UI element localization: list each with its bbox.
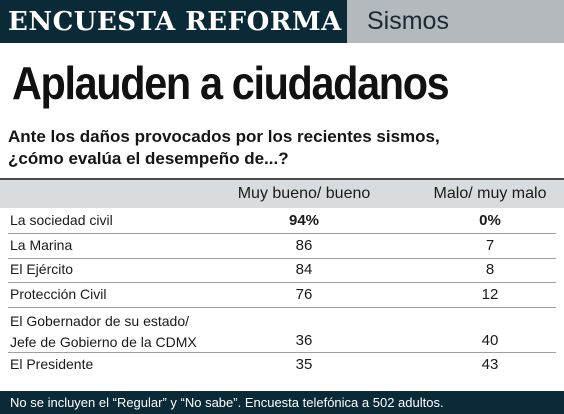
row-divider	[8, 307, 556, 308]
table-row: El Gobernador de su estado/Jefe de Gobie…	[0, 310, 564, 352]
survey-question: Ante los daños provocados por los recien…	[8, 126, 528, 170]
value-bad: 43	[481, 356, 499, 373]
value-bad: 12	[481, 286, 499, 303]
row-label: El Presidente	[10, 355, 93, 373]
brand-title: ENCUESTA REFORMA	[8, 6, 342, 37]
value-good: 94%	[288, 212, 320, 229]
value-good: 76	[295, 286, 313, 303]
table-top-rule	[0, 178, 564, 180]
value-good: 86	[295, 237, 313, 254]
question-line-1: Ante los daños provocados por los recien…	[8, 127, 440, 146]
row-label: La Marina	[10, 236, 72, 254]
value-bad: 0%	[479, 212, 501, 229]
row-label-line: El Ejército	[10, 261, 74, 277]
value-good: 36	[295, 332, 313, 349]
value-bad: 7	[485, 237, 495, 254]
value-bad: 40	[481, 332, 499, 349]
column-header-bad: Malo/ muy malo	[433, 185, 547, 202]
brand-block: ENCUESTA REFORMA	[0, 0, 347, 43]
row-label: El Ejército	[10, 260, 73, 278]
header-bar: ENCUESTA REFORMA Sismos	[0, 0, 564, 43]
row-label-line: El Gobernador de su estado/	[10, 313, 190, 329]
row-label-line: El Presidente	[10, 356, 94, 372]
row-divider	[8, 352, 556, 353]
footer-note: No se incluyen el “Regular” y “No sabe”.…	[10, 395, 444, 410]
value-good: 84	[295, 261, 313, 278]
row-divider	[8, 233, 556, 234]
row-label: La sociedad civil	[10, 211, 113, 229]
row-label: El Gobernador de su estado/Jefe de Gobie…	[10, 311, 197, 353]
table-header: Muy bueno/ bueno Malo/ muy malo	[0, 180, 564, 208]
row-label-line: La sociedad civil	[10, 212, 113, 228]
table-row: Protección Civil 76 12	[0, 284, 564, 307]
value-good: 35	[295, 356, 313, 373]
table-row: El Ejército 84 8	[0, 259, 564, 282]
headline: Aplauden a ciudadanos	[12, 57, 450, 109]
table-row: La sociedad civil 94% 0%	[0, 210, 564, 233]
row-label-line: Jefe de Gobierno de la CDMX	[10, 334, 197, 350]
question-line-2: ¿cómo evalúa el desempeño de...?	[8, 149, 289, 168]
row-label-line: Protección Civil	[10, 286, 107, 302]
section-title: Sismos	[367, 7, 449, 35]
column-header-good: Muy bueno/ bueno	[237, 185, 371, 202]
table-row: La Marina 86 7	[0, 235, 564, 258]
row-divider	[8, 258, 556, 259]
value-bad: 8	[485, 261, 495, 278]
footer-bar: No se incluyen el “Regular” y “No sabe”.…	[0, 391, 564, 414]
table-row: El Presidente 35 43	[0, 354, 564, 376]
section-block: Sismos	[347, 0, 564, 43]
row-label-line: La Marina	[10, 237, 73, 253]
row-label: Protección Civil	[10, 285, 106, 303]
row-divider	[8, 282, 556, 283]
